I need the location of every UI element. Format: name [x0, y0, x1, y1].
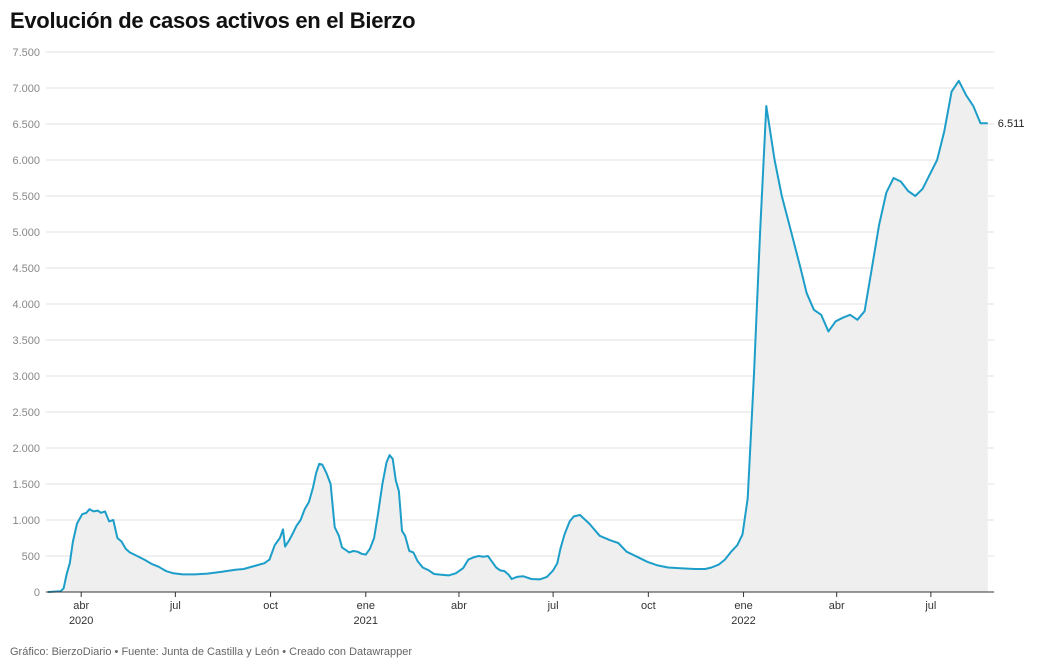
y-tick-label: 5.500	[12, 191, 40, 203]
y-tick-label: 0	[34, 587, 40, 599]
x-tick-label: abr	[73, 600, 89, 612]
series-area	[48, 80, 988, 593]
x-tick-label: jul	[169, 600, 181, 612]
x-tick-label: jul	[924, 600, 936, 612]
x-tick-year: 2022	[731, 615, 755, 627]
y-tick-label: 2.000	[12, 443, 40, 455]
y-tick-label: 4.000	[12, 299, 40, 311]
x-tick-label: ene	[357, 600, 375, 612]
x-tick-year: 2020	[69, 615, 93, 627]
gridlines	[46, 51, 994, 557]
y-tick-label: 6.500	[12, 119, 40, 131]
x-tick-label: jul	[547, 600, 559, 612]
y-axis-labels: 0 500 1.000 1.500 2.000 2.500 3.000 3.500 4.000 4…	[12, 47, 40, 599]
x-tick-label: oct	[641, 600, 656, 612]
y-tick-label: 3.000	[12, 371, 40, 383]
y-tick-label: 7.500	[12, 47, 40, 59]
chart-title: Evolución de casos activos en el Bierzo	[10, 8, 416, 33]
chart-footer: Gráfico: BierzoDiario • Fuente: Junta de…	[10, 646, 413, 658]
y-tick-label: 6.000	[12, 155, 40, 167]
y-tick-label: 5.000	[12, 227, 40, 239]
x-tick-label: abr	[451, 600, 467, 612]
line-chart: 0 500 1.000 1.500 2.000 2.500 3.000 3.500 4.000 4…	[12, 47, 1025, 627]
x-axis-labels: abr 2020 jul oct ene 2021 abr jul oct ene 2022 abr j…	[69, 592, 936, 627]
y-tick-label: 3.500	[12, 335, 40, 347]
x-tick-year: 2021	[354, 615, 378, 627]
y-tick-label: 2.500	[12, 407, 40, 419]
series-line	[48, 79, 988, 593]
y-tick-label: 4.500	[12, 263, 40, 275]
y-tick-label: 1.500	[12, 479, 40, 491]
x-tick-label: ene	[734, 600, 752, 612]
x-tick-label: abr	[829, 600, 845, 612]
x-tick-label: oct	[263, 600, 278, 612]
last-value-label: 6.511	[998, 118, 1025, 130]
y-tick-label: 7.000	[12, 83, 40, 95]
y-tick-label: 500	[22, 551, 40, 563]
y-tick-label: 1.000	[12, 515, 40, 527]
